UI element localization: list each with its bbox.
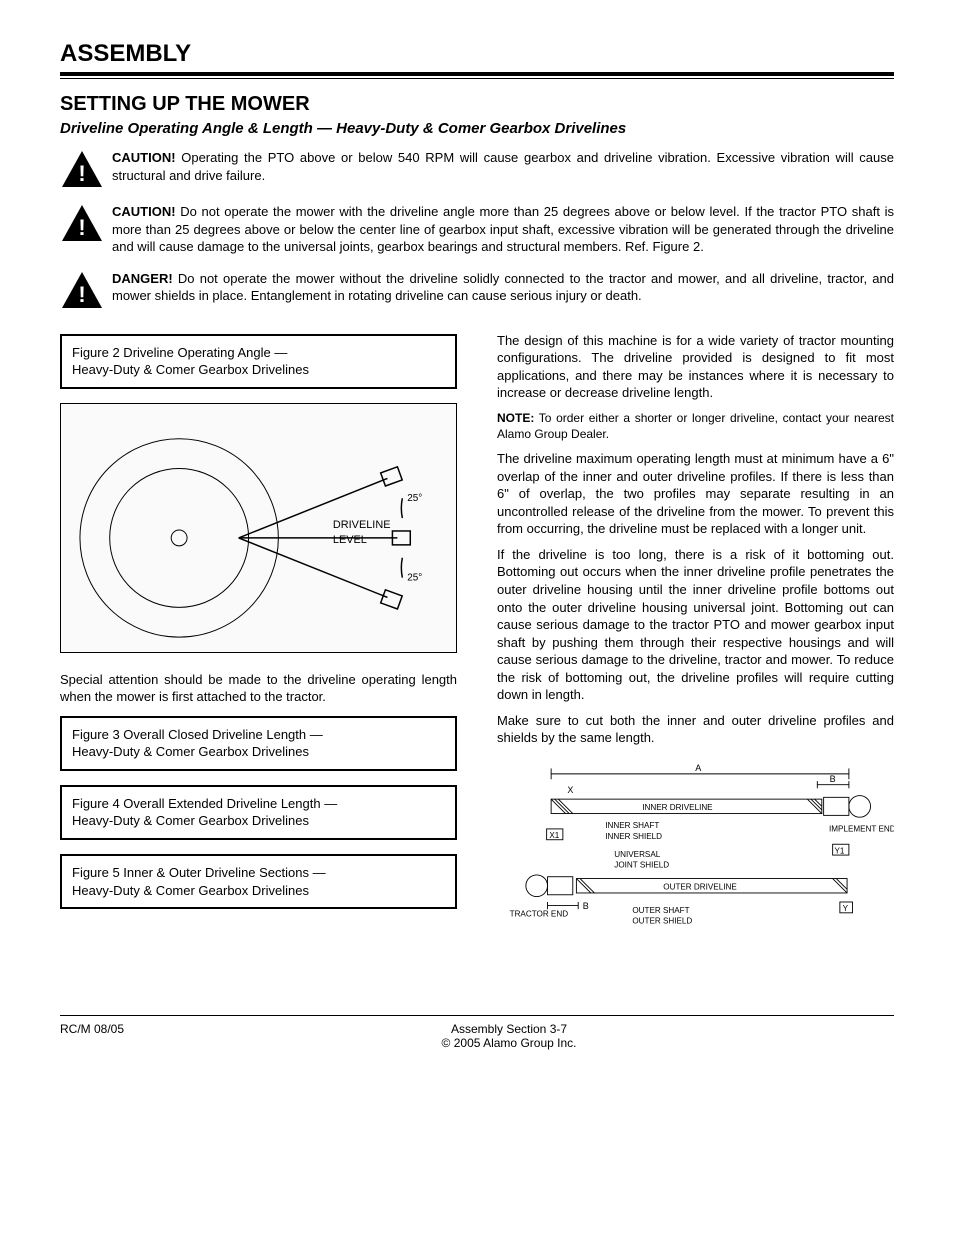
svg-text:!: ! (78, 161, 85, 186)
note-block: NOTE: To order either a shorter or longe… (497, 410, 894, 442)
warning-body: Do not operate the mower with the drivel… (112, 204, 894, 254)
footer-center: Assembly Section 3-7 © 2005 Alamo Group … (124, 1022, 894, 1050)
warning-triangle-icon: ! (60, 149, 104, 189)
warning-body: Do not operate the mower without the dri… (112, 271, 894, 304)
rule-thick (60, 72, 894, 76)
footer-left: RC/M 08/05 (60, 1022, 124, 1050)
figure2-illustration: DRIVELINE LEVEL 25° 25° (60, 403, 457, 653)
figure2-caption: Figure 2 Driveline Operating Angle —Heav… (72, 345, 309, 378)
right-column: The design of this machine is for a wide… (497, 324, 894, 975)
warning-row: ! CAUTION! Operating the PTO above or be… (60, 149, 894, 189)
svg-text:!: ! (78, 282, 85, 307)
warning-text: CAUTION! Do not operate the mower with t… (104, 203, 894, 256)
warning-row: ! DANGER! Do not operate the mower witho… (60, 270, 894, 310)
fig5-label-joint-shield: JOINT SHIELD (614, 861, 669, 870)
fig5-label-outer-driveline: OUTER DRIVELINE (663, 882, 737, 891)
warning-lead: CAUTION! (112, 150, 176, 165)
title-block: ASSEMBLY (60, 40, 894, 79)
figure2-label-angle-bot: 25° (407, 572, 422, 583)
fig5-dim-X1: X1 (549, 831, 559, 840)
fig5-dim-Y: Y (843, 904, 849, 913)
note-lead: NOTE: (497, 411, 534, 425)
fig5-label-outer-shield: OUTER SHIELD (632, 917, 692, 926)
figure5-caption: Figure 5 Inner & Outer Driveline Section… (72, 865, 326, 898)
rule-thin (60, 78, 894, 79)
right-para-3: If the driveline is too long, there is a… (497, 546, 894, 704)
figure3-caption: Figure 3 Overall Closed Driveline Length… (72, 727, 323, 760)
figure-caption-box: Figure 4 Overall Extended Driveline Leng… (60, 785, 457, 840)
warning-text: CAUTION! Operating the PTO above or belo… (104, 149, 894, 184)
figure2-label-angle-top: 25° (407, 493, 422, 504)
right-para-1: The design of this machine is for a wide… (497, 332, 894, 402)
fig5-dim-X: X (567, 785, 573, 795)
right-para-4: Make sure to cut both the inner and oute… (497, 712, 894, 747)
warning-triangle-icon: ! (60, 270, 104, 310)
left-para-1: Special attention should be made to the … (60, 671, 457, 706)
sub-heading: Driveline Operating Angle & Length — Hea… (60, 120, 894, 137)
fig5-label-universal: UNIVERSAL (614, 850, 660, 859)
fig5-label-outer-shaft: OUTER SHAFT (632, 906, 689, 915)
two-column-region: Figure 2 Driveline Operating Angle —Heav… (60, 324, 894, 975)
fig5-label-inner-shield: INNER SHIELD (605, 832, 662, 841)
note-text: To order either a shorter or longer driv… (497, 411, 894, 441)
fig5-label-inner-shaft: INNER SHAFT (605, 821, 659, 830)
page-title: ASSEMBLY (60, 40, 894, 68)
figure4-caption: Figure 4 Overall Extended Driveline Leng… (72, 796, 337, 829)
warning-text: DANGER! Do not operate the mower without… (104, 270, 894, 305)
section-heading: SETTING UP THE MOWER (60, 93, 894, 116)
figure-caption-box: Figure 5 Inner & Outer Driveline Section… (60, 854, 457, 909)
fig5-label-implement-end: IMPLEMENT END (829, 825, 894, 834)
figure2-label-driveline: DRIVELINE (333, 519, 391, 531)
right-para-2: The driveline maximum operating length m… (497, 450, 894, 538)
figure2-label-level: LEVEL (333, 534, 367, 546)
left-column: Figure 2 Driveline Operating Angle —Heav… (60, 324, 457, 923)
svg-text:!: ! (78, 215, 85, 240)
fig5-dim-B-top: B (830, 774, 836, 784)
figure-caption-box: Figure 3 Overall Closed Driveline Length… (60, 716, 457, 771)
warning-row: ! CAUTION! Do not operate the mower with… (60, 203, 894, 256)
warning-lead: DANGER! (112, 271, 173, 286)
fig5-dim-B-bottom: B (583, 901, 589, 911)
fig5-dim-Y1: Y1 (834, 846, 844, 855)
warning-body: Operating the PTO above or below 540 RPM… (112, 150, 894, 183)
footer-center-bottom: © 2005 Alamo Group Inc. (124, 1036, 894, 1050)
fig5-label-inner-driveline: INNER DRIVELINE (642, 803, 713, 812)
page: ASSEMBLY SETTING UP THE MOWER Driveline … (0, 0, 954, 1080)
warning-triangle-icon: ! (60, 203, 104, 243)
figure5-illustration: A B X X1 I (497, 755, 894, 975)
warning-lead: CAUTION! (112, 204, 176, 219)
footer-center-top: Assembly Section 3-7 (124, 1022, 894, 1036)
fig5-dim-A: A (695, 763, 701, 773)
page-footer: RC/M 08/05 Assembly Section 3-7 © 2005 A… (60, 1015, 894, 1050)
figure-caption-box: Figure 2 Driveline Operating Angle —Heav… (60, 334, 457, 389)
fig5-label-tractor-end: TRACTOR END (510, 909, 569, 918)
